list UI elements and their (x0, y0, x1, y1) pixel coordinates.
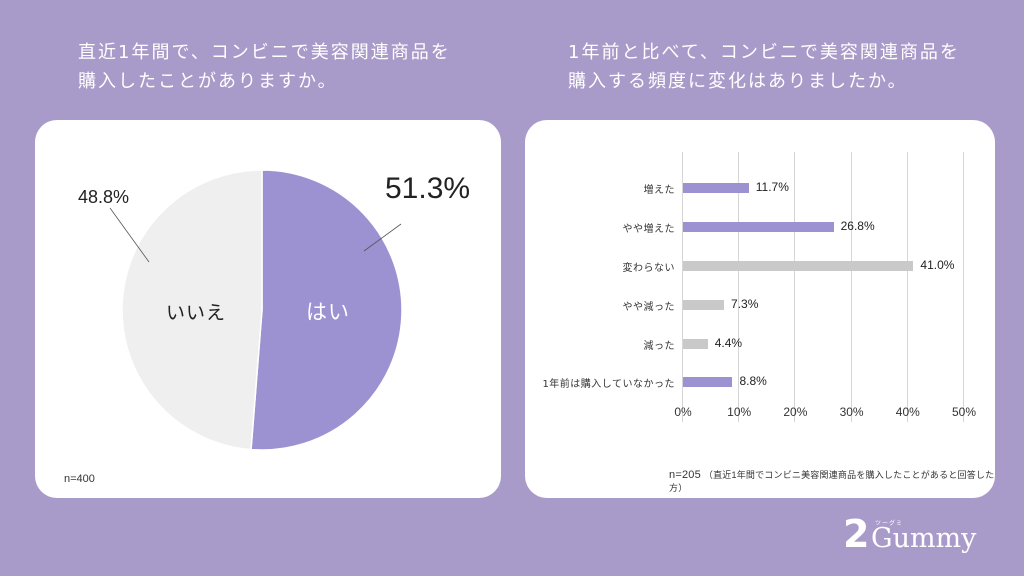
logo-number: 2 (843, 512, 870, 556)
bar-chart: 0% 10% 20% 30% 40% 50% 増えた 11.7% やや増えた 26.8% 変わらない… (525, 120, 995, 498)
bar-value-label: 11.7% (755, 180, 789, 194)
bar-category-label: 増えた (643, 185, 675, 196)
pie-chart-card: 51.3% 48.8% はい いいえ n=400 (35, 120, 501, 498)
bar-value-label: 41.0% (920, 258, 955, 272)
x-tick-label: 40% (895, 405, 920, 419)
gridline (963, 152, 964, 422)
gridline (738, 152, 740, 422)
x-tick-label: 50% (951, 405, 977, 419)
bar (683, 377, 733, 387)
pie-slice-no (121, 169, 263, 451)
bar (683, 300, 725, 310)
x-tick-label: 10% (727, 405, 752, 419)
bar-value-label: 4.4% (714, 336, 743, 350)
pie-question-title: 直近1年間で、コンビニで美容関連商品を 購入したことがありますか。 (78, 38, 498, 96)
bar-category-label: 変わらない (622, 263, 675, 274)
x-tick-label: 20% (783, 405, 808, 419)
brand-logo: 2 ツーグミ Gummy (843, 514, 1003, 558)
logo-ruby: ツーグミ (875, 520, 904, 527)
bar-category-label: 1年前は購入していなかった (542, 379, 675, 390)
pie-question-line1: 直近1年間で、コンビニで美容関連商品を (78, 42, 451, 63)
leader-line-no (109, 207, 150, 263)
bar-question-line1: 1年前と比べて、コンビニで美容関連商品を (568, 42, 960, 63)
pie-label-no: いいえ (166, 302, 227, 324)
bar (683, 183, 749, 193)
bar-value-label: 7.3% (731, 297, 759, 311)
x-tick-label: 0% (674, 405, 692, 419)
gridline (906, 152, 908, 422)
bar-chart-card: 0% 10% 20% 30% 40% 50% 増えた 11.7% やや増えた 26.8% 変わらない… (525, 120, 995, 498)
bar-category-label: 減った (643, 341, 675, 352)
pie-label-yes: はい (306, 300, 350, 324)
bar-value-label: 8.8% (739, 374, 767, 388)
bar-category-label: やや減った (622, 302, 675, 313)
bar (683, 222, 834, 232)
bar-question-title: 1年前と比べて、コンビニで美容関連商品を 購入する頻度に変化はありましたか。 (568, 38, 988, 96)
pie-chart (109, 169, 403, 451)
pie-slice-yes (250, 169, 403, 451)
sample-size-label: n=400 (64, 473, 95, 485)
pie-value-yes: 51.3% (385, 172, 471, 205)
gridline (682, 152, 683, 422)
pie-value-no: 48.8% (78, 187, 130, 207)
sample-size-description: （直近1年間でコンビニ美容関連商品を購入したことがあると回答した方） (669, 470, 995, 493)
bar-question-line2: 購入する頻度に変化はありましたか。 (568, 71, 908, 92)
bar (683, 261, 914, 271)
bar-category-label: やや増えた (622, 224, 675, 235)
sample-size-number: n=205 (669, 469, 701, 481)
logo-word: Gummy (871, 523, 977, 554)
pie-question-line2: 購入したことがありますか。 (78, 71, 338, 92)
leader-line-yes (363, 223, 402, 252)
gridline (850, 152, 852, 422)
bar (683, 339, 708, 349)
x-tick-label: 30% (839, 405, 864, 419)
gridline (794, 152, 796, 422)
sample-size-note: n=205 （直近1年間でコンビニ美容関連商品を購入したことがあると回答した方） (669, 468, 995, 494)
bar-value-label: 26.8% (840, 219, 875, 233)
